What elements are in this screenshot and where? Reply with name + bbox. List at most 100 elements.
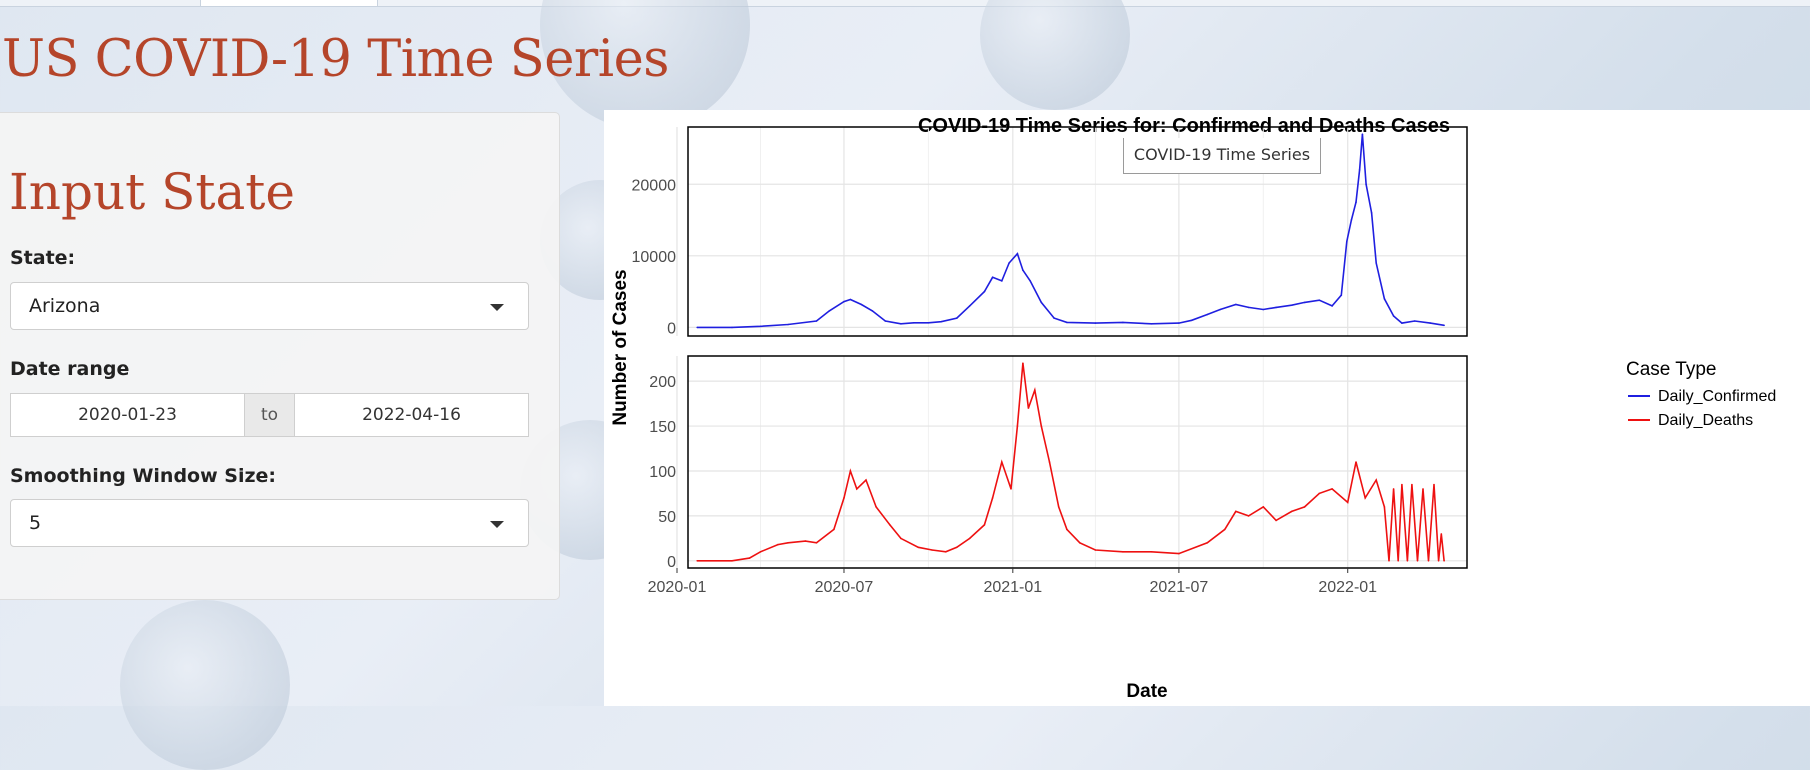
top-tab-bar	[0, 0, 1810, 7]
state-select[interactable]: Arizona	[10, 282, 529, 330]
data-point	[1275, 519, 1277, 522]
legend-title: Case Type	[1626, 359, 1716, 380]
data-point	[983, 290, 986, 293]
data-point	[1206, 542, 1209, 544]
panel-Daily_Deaths: 0 50 100 150 200	[649, 355, 1468, 571]
data-point	[1094, 322, 1097, 324]
active-tab[interactable]	[200, 0, 378, 7]
data-point	[968, 305, 971, 307]
data-point	[1066, 321, 1068, 324]
data-point	[1375, 479, 1377, 481]
panel-border	[687, 355, 1468, 569]
data-point	[1355, 201, 1357, 203]
data-point	[889, 524, 891, 526]
y-axis-label: Number of Cases	[610, 269, 631, 425]
data-point	[956, 317, 958, 319]
data-point	[1022, 269, 1024, 271]
data-point	[1027, 407, 1030, 409]
y-tick-label: 0	[667, 320, 676, 337]
smoothing-window-label: Smoothing Window Size:	[10, 465, 277, 487]
data-point	[849, 298, 852, 301]
data-point	[1235, 303, 1237, 306]
data-point	[1022, 362, 1024, 364]
data-point	[1010, 488, 1012, 490]
data-point	[1079, 542, 1081, 544]
data-point	[856, 488, 858, 490]
date-start-input[interactable]: 2020-01-23	[10, 393, 245, 437]
data-point	[1206, 313, 1209, 316]
data-point	[1397, 560, 1399, 562]
data-point	[849, 470, 852, 472]
date-range-input: 2020-01-23 to 2022-04-16	[10, 393, 529, 437]
data-point	[1433, 483, 1435, 486]
data-point	[1219, 308, 1221, 311]
data-point	[1001, 280, 1003, 282]
data-point	[696, 560, 698, 562]
x-axis-label: Date	[1126, 681, 1167, 702]
data-point	[1048, 461, 1051, 463]
data-point	[900, 323, 902, 325]
data-point	[1008, 262, 1010, 264]
data-point	[787, 542, 789, 544]
data-point	[1016, 425, 1019, 427]
data-point	[1094, 549, 1097, 551]
plot-output: COVID-19 Time Series for: Confirmed and …	[604, 110, 1810, 706]
data-point	[927, 322, 930, 324]
x-tick-label: 2021-01	[983, 579, 1042, 596]
data-point	[1401, 322, 1403, 324]
data-point	[991, 497, 994, 499]
y-tick-label: 10000	[632, 249, 677, 266]
data-point	[871, 310, 874, 312]
data-point	[1429, 322, 1432, 324]
data-point	[759, 551, 762, 553]
y-tick-label: 150	[649, 419, 676, 436]
data-point	[1401, 483, 1403, 486]
data-point	[1318, 299, 1321, 301]
data-point	[1150, 323, 1153, 325]
data-point	[945, 551, 947, 553]
data-point	[1066, 528, 1068, 531]
y-tick-label: 0	[667, 554, 676, 571]
data-point	[917, 546, 920, 549]
data-point	[833, 528, 835, 531]
data-point	[843, 497, 845, 499]
data-point	[843, 300, 845, 303]
page-title: US COVID-19 Time Series	[2, 30, 669, 89]
data-point	[884, 320, 887, 322]
covid-time-series-chart: COVID-19 Time Series for: Confirmed and …	[610, 115, 1776, 702]
data-point	[1029, 280, 1031, 282]
date-end-input[interactable]: 2022-04-16	[294, 393, 529, 437]
y-tick-label: 50	[658, 509, 676, 526]
data-point	[931, 549, 933, 551]
chart-panels: 0 10000 20000 0 50 100 150 200	[632, 126, 1468, 571]
input-panel: Input State State: Arizona Date range 20…	[0, 112, 560, 600]
y-tick-label: 20000	[632, 177, 677, 194]
state-label: State:	[10, 247, 76, 269]
data-point	[1427, 560, 1430, 562]
data-point	[1303, 506, 1306, 508]
chevron-down-icon	[490, 521, 504, 528]
data-point	[1392, 488, 1395, 490]
data-point	[983, 524, 986, 526]
x-tick-label: 2022-01	[1318, 579, 1377, 596]
data-point	[815, 320, 818, 322]
data-point	[1416, 560, 1419, 562]
data-point	[759, 325, 762, 328]
chart-tooltip: COVID-19 Time Series	[1123, 138, 1321, 174]
data-point	[865, 479, 867, 481]
state-select-value: Arizona	[29, 295, 101, 317]
data-point	[1388, 560, 1390, 562]
background-virus-graphic	[120, 600, 290, 770]
data-point	[1235, 510, 1237, 513]
smoothing-window-select[interactable]: 5	[10, 499, 529, 547]
data-point	[1040, 425, 1043, 427]
data-point	[1365, 183, 1367, 186]
data-point	[1437, 560, 1440, 562]
series-line-Daily_Confirmed	[697, 134, 1445, 329]
data-point	[900, 537, 902, 540]
chart-title: COVID-19 Time Series for: Confirmed and …	[918, 115, 1450, 137]
legend-label-Daily_Confirmed: Daily_Confirmed	[1658, 388, 1776, 405]
background-virus-graphic	[980, 0, 1130, 110]
data-point	[1340, 294, 1343, 296]
data-point	[1057, 506, 1060, 508]
